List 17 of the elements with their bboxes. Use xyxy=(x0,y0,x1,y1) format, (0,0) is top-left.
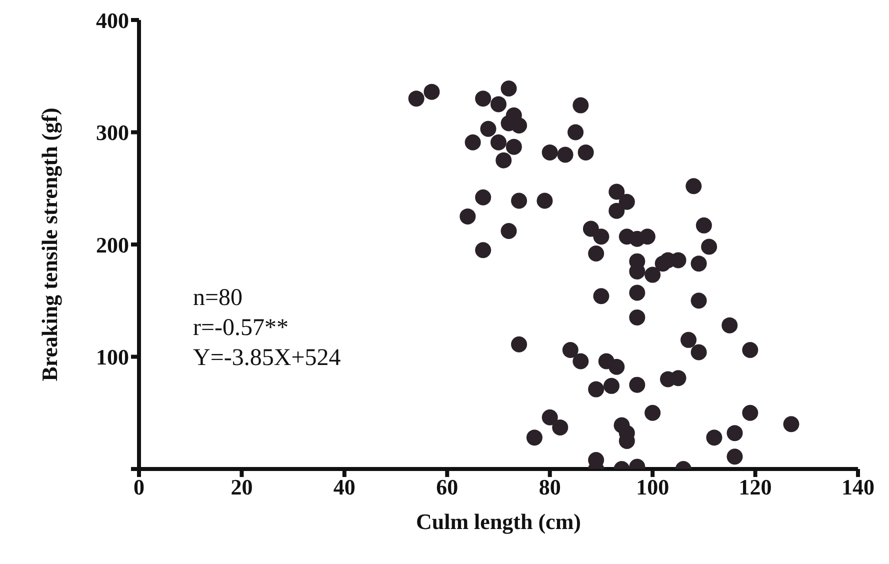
x-tick-label: 100 xyxy=(636,474,670,500)
y-axis-title: Breaking tensile strength (gf) xyxy=(36,108,62,382)
annotation: Y=-3.85X+524 xyxy=(193,344,341,373)
x-tick-label: 120 xyxy=(738,474,772,500)
y-tick-label: 100 xyxy=(96,344,129,370)
y-tick-label: 300 xyxy=(96,120,129,146)
annotation: r=-0.57** xyxy=(193,314,290,343)
y-tick-label: 200 xyxy=(96,232,129,258)
x-tick-label: 60 xyxy=(436,474,458,500)
y-tick-label: 400 xyxy=(96,8,129,33)
x-tick-label: 20 xyxy=(230,474,253,500)
x-tick-label: 40 xyxy=(333,474,356,500)
x-tick-label: 80 xyxy=(538,474,561,500)
x-axis-title: Culm length (cm) xyxy=(416,509,581,534)
annotation: n=80 xyxy=(193,284,244,313)
x-tick-label: 140 xyxy=(842,474,874,500)
x-tick-label: 0 xyxy=(134,474,144,500)
